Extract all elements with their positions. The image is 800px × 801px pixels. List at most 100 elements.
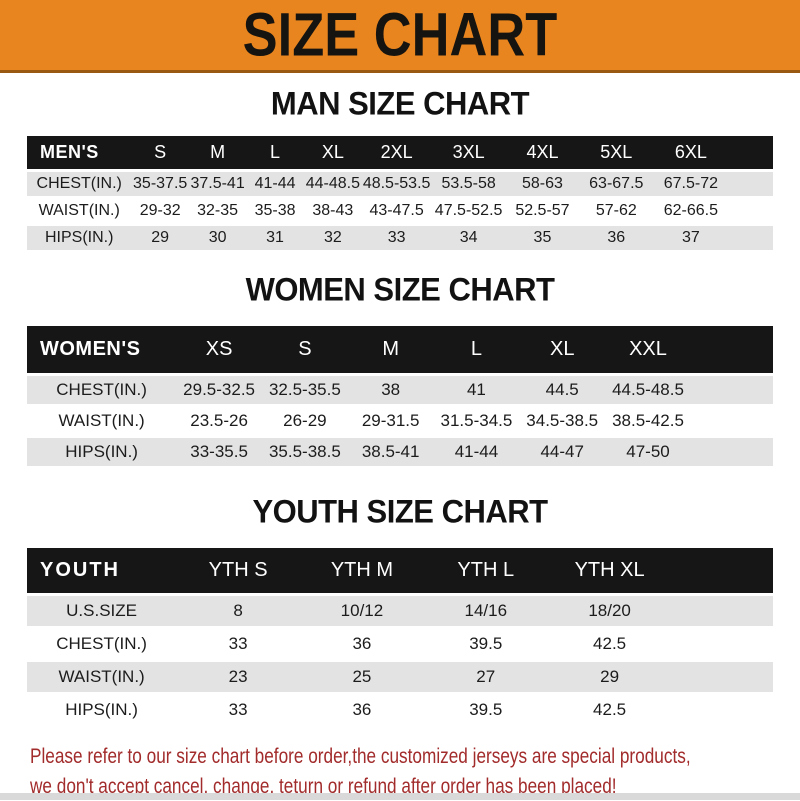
- table-row: WAIST(IN.) 23.5-26 26-29 29-31.5 31.5-34.5 34…: [27, 407, 773, 435]
- size-value: 33: [176, 629, 301, 659]
- row-label: CHEST(IN.): [27, 376, 177, 404]
- size-value: 18/20: [547, 596, 672, 626]
- row-spacer-cell: [728, 172, 773, 196]
- size-value: 48.5-53.5: [361, 172, 432, 196]
- size-value: 32.5-35.5: [261, 376, 348, 404]
- row-spacer-cell: [690, 376, 773, 404]
- size-value: 31: [246, 226, 304, 250]
- youth-size-table: YOUTH YTH S YTH M YTH L YTH XL U.S.SIZE 8 10/12…: [27, 545, 773, 728]
- row-label: WAIST(IN.): [27, 407, 177, 435]
- row-label: U.S.SIZE: [27, 596, 177, 626]
- size-value: 39.5: [423, 695, 548, 725]
- size-value: 67.5-72: [653, 172, 729, 196]
- size-value: 8: [176, 596, 301, 626]
- table-row: CHEST(IN.) 29.5-32.5 32.5-35.5 38 41 44.5 44.5…: [27, 376, 773, 404]
- size-value: 41-44: [433, 438, 520, 466]
- size-value: 38: [347, 376, 434, 404]
- size-value: 41: [433, 376, 520, 404]
- size-value: 33: [176, 695, 301, 725]
- row-spacer-cell: [671, 629, 773, 659]
- size-value: 27: [423, 662, 548, 692]
- size-value: 38.5-42.5: [605, 407, 691, 435]
- mens-size-table: MEN'S S M L XL 2XL 3XL 4XL 5XL 6XL CHEST(IN.) 35-37…: [27, 133, 773, 253]
- size-value: 35.5-38.5: [261, 438, 348, 466]
- size-column-header: 5XL: [579, 136, 654, 169]
- header-spacer-cell: [671, 548, 773, 593]
- size-value: 30: [188, 226, 247, 250]
- row-label: HIPS(IN.): [27, 226, 132, 250]
- womens-section-heading: WOMEN SIZE CHART: [245, 271, 555, 308]
- size-table: WOMEN'S XS S M L XL XXL CHEST(IN.) 29.5-32.5 32.5…: [27, 323, 773, 469]
- footer-note: Please refer to our size chart before or…: [30, 741, 800, 801]
- size-column-header: M: [188, 136, 247, 169]
- size-value: 32-35: [188, 199, 247, 223]
- header-spacer-cell: [728, 136, 773, 169]
- size-chart-banner: SIZE CHART: [0, 0, 800, 73]
- row-spacer-cell: [671, 662, 773, 692]
- table-row: HIPS(IN.) 33 36 39.5 42.5: [27, 695, 773, 725]
- table-header-label: YOUTH: [27, 548, 177, 593]
- size-value: 53.5-58: [431, 172, 506, 196]
- row-spacer-cell: [728, 226, 773, 250]
- table-row: WAIST(IN.) 23 25 27 29: [27, 662, 773, 692]
- size-value: 58-63: [505, 172, 579, 196]
- size-column-header: XL: [519, 326, 606, 373]
- table-header-label: MEN'S: [27, 136, 132, 169]
- size-value: 29: [547, 662, 672, 692]
- size-column-header: 3XL: [431, 136, 506, 169]
- size-value: 38.5-41: [347, 438, 434, 466]
- size-column-header: YTH L: [423, 548, 548, 593]
- size-value: 34.5-38.5: [519, 407, 606, 435]
- table-header-bar: YOUTH YTH S YTH M YTH L YTH XL: [27, 548, 773, 593]
- row-label: CHEST(IN.): [27, 172, 132, 196]
- size-value: 33-35.5: [176, 438, 262, 466]
- size-value: 37: [653, 226, 729, 250]
- size-value: 31.5-34.5: [433, 407, 520, 435]
- size-value: 44-47: [519, 438, 606, 466]
- row-label: WAIST(IN.): [27, 662, 177, 692]
- youth-section-heading: YOUTH SIZE CHART: [252, 493, 548, 530]
- size-value: 39.5: [423, 629, 548, 659]
- size-value: 47.5-52.5: [431, 199, 506, 223]
- size-column-header: L: [433, 326, 520, 373]
- bottom-strip: [0, 793, 800, 800]
- size-column-header: S: [261, 326, 348, 373]
- size-value: 26-29: [261, 407, 348, 435]
- size-column-header: L: [246, 136, 304, 169]
- size-value: 41-44: [246, 172, 304, 196]
- table-row: WAIST(IN.) 29-32 32-35 35-38 38-43 43-47.5 47.…: [27, 199, 773, 223]
- size-value: 47-50: [605, 438, 691, 466]
- size-value: 44-48.5: [303, 172, 362, 196]
- size-table: MEN'S S M L XL 2XL 3XL 4XL 5XL 6XL CHEST(IN.) 35-37…: [27, 133, 773, 253]
- size-value: 44.5-48.5: [605, 376, 691, 404]
- size-column-header: XL: [303, 136, 362, 169]
- table-header-label: WOMEN'S: [27, 326, 177, 373]
- row-label: CHEST(IN.): [27, 629, 177, 659]
- row-label: WAIST(IN.): [27, 199, 132, 223]
- size-value: 25: [300, 662, 424, 692]
- size-value: 36: [300, 629, 424, 659]
- womens-size-table: WOMEN'S XS S M L XL XXL CHEST(IN.) 29.5-32.5 32.5…: [27, 323, 773, 469]
- size-table: YOUTH YTH S YTH M YTH L YTH XL U.S.SIZE 8 10/12…: [27, 545, 773, 728]
- size-column-header: YTH S: [176, 548, 301, 593]
- banner-title: SIZE CHART: [242, 0, 558, 70]
- size-value: 29: [131, 226, 189, 250]
- size-value: 14/16: [423, 596, 548, 626]
- size-value: 10/12: [300, 596, 424, 626]
- size-column-header: 2XL: [361, 136, 432, 169]
- size-value: 35: [505, 226, 579, 250]
- size-value: 34: [431, 226, 506, 250]
- footer-line-1: Please refer to our size chart before or…: [30, 744, 691, 768]
- table-row: CHEST(IN.) 33 36 39.5 42.5: [27, 629, 773, 659]
- size-value: 23: [176, 662, 301, 692]
- size-value: 38-43: [303, 199, 362, 223]
- table-row: CHEST(IN.) 35-37.5 37.5-41 41-44 44-48.5 48.5…: [27, 172, 773, 196]
- size-value: 37.5-41: [188, 172, 247, 196]
- size-value: 52.5-57: [505, 199, 579, 223]
- size-value: 43-47.5: [361, 199, 432, 223]
- size-value: 42.5: [547, 695, 672, 725]
- size-value: 35-38: [246, 199, 304, 223]
- row-label: HIPS(IN.): [27, 438, 177, 466]
- row-spacer-cell: [728, 199, 773, 223]
- size-value: 35-37.5: [131, 172, 189, 196]
